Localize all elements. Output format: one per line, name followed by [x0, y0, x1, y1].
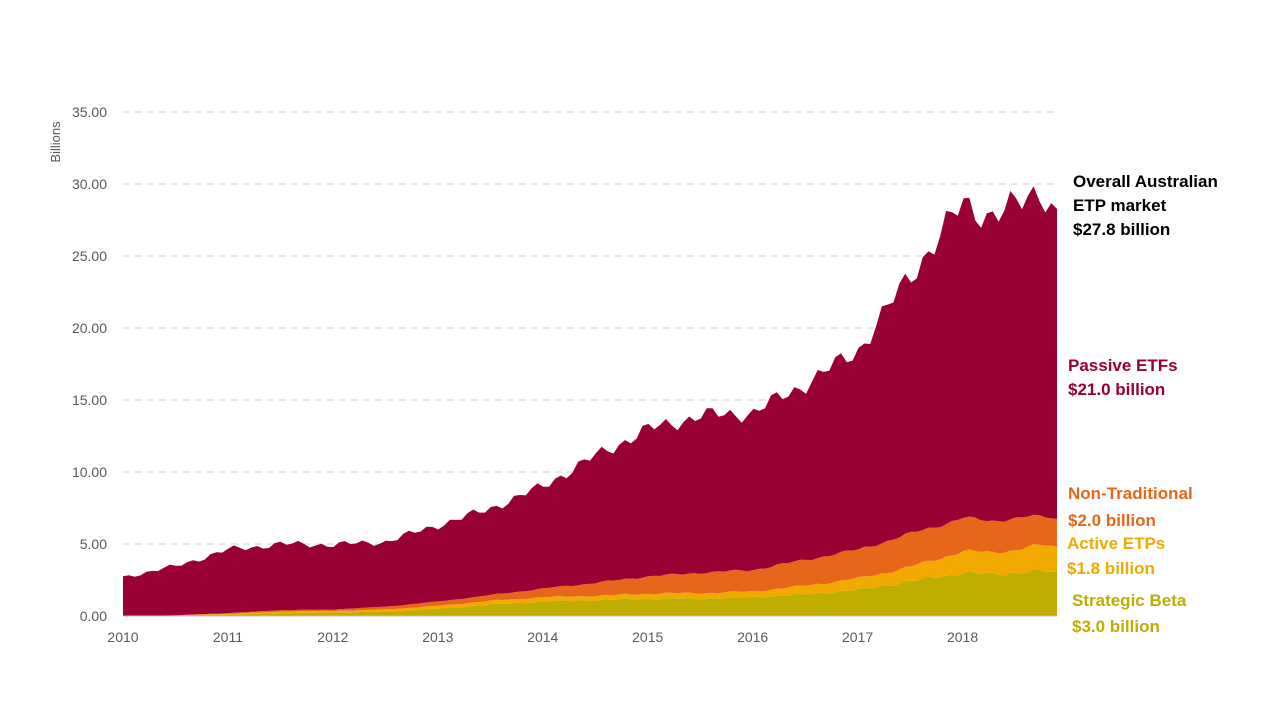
y-axis-ticks: 0.00 5.00 10.00 15.00 20.00 25.00 30.00 35.00	[72, 104, 107, 624]
stacked-areas	[123, 186, 1057, 616]
y-tick-label: 30.00	[72, 176, 107, 192]
area-passive-etfs	[123, 186, 1057, 616]
y-tick-label: 15.00	[72, 392, 107, 408]
annotation-line: $3.0 billion	[1072, 617, 1160, 636]
x-tick-label: 2015	[632, 629, 663, 645]
annotation-line: ETP market	[1073, 196, 1167, 215]
annotation-strategic: Strategic Beta $3.0 billion	[1072, 591, 1187, 636]
y-axis-label: Billions	[48, 121, 63, 163]
series-annotations: Overall Australian ETP market $27.8 billio…	[1067, 172, 1218, 636]
annotation-line: $21.0 billion	[1068, 380, 1165, 399]
annotation-line: Non-Traditional	[1068, 484, 1193, 503]
area-active-etps	[123, 544, 1057, 616]
annotation-line: $27.8 billion	[1073, 220, 1170, 239]
y-tick-label: 25.00	[72, 248, 107, 264]
x-tick-label: 2011	[213, 629, 243, 645]
annotation-passive: Passive ETFs $21.0 billion	[1068, 356, 1178, 399]
annotation-line: $1.8 billion	[1067, 559, 1155, 578]
annotation-line: Passive ETFs	[1068, 356, 1178, 375]
x-tick-label: 2017	[842, 629, 873, 645]
annotation-overall: Overall Australian ETP market $27.8 billio…	[1073, 172, 1218, 239]
x-tick-label: 2012	[317, 629, 348, 645]
x-tick-label: 2013	[422, 629, 453, 645]
x-tick-label: 2010	[107, 629, 138, 645]
y-tick-label: 20.00	[72, 320, 107, 336]
x-tick-label: 2014	[527, 629, 558, 645]
annotation-line: Overall Australian	[1073, 172, 1218, 191]
x-tick-label: 2016	[737, 629, 768, 645]
annotation-active: Active ETPs $1.8 billion	[1067, 534, 1165, 578]
y-tick-label: 0.00	[80, 608, 107, 624]
area-strategic-beta	[123, 569, 1057, 616]
x-axis-ticks: 2010 2011 2012 2013 2014 2015 2016 2017 2018	[107, 629, 978, 645]
annotation-line: $2.0 billion	[1068, 511, 1156, 530]
annotation-nontrad: Non-Traditional $2.0 billion	[1068, 484, 1193, 530]
y-tick-label: 10.00	[72, 464, 107, 480]
area-non-traditional	[123, 514, 1057, 616]
y-tick-label: 5.00	[80, 536, 107, 552]
x-tick-label: 2018	[947, 629, 978, 645]
y-tick-label: 35.00	[72, 104, 107, 120]
annotation-line: Active ETPs	[1067, 534, 1165, 553]
annotation-line: Strategic Beta	[1072, 591, 1187, 610]
